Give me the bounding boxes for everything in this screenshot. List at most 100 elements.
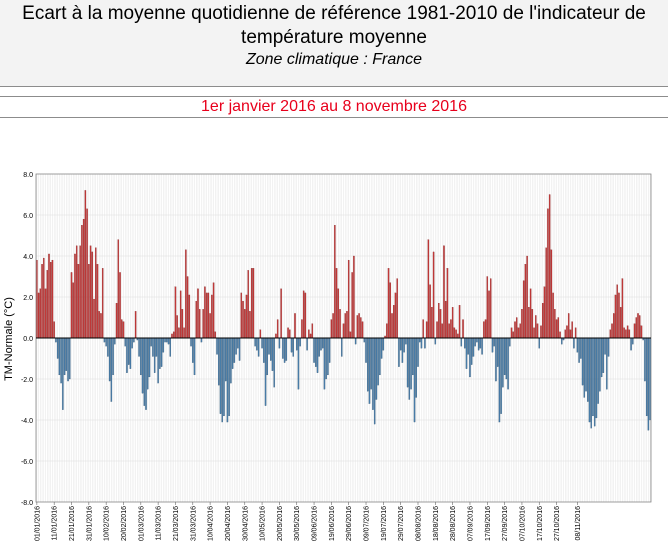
- bar: [67, 337, 69, 382]
- bar: [301, 319, 303, 339]
- bar: [166, 337, 168, 343]
- bar: [613, 313, 615, 339]
- bar: [574, 327, 577, 339]
- bar: [276, 319, 279, 339]
- bar: [526, 255, 528, 339]
- bar: [637, 313, 639, 339]
- bar: [282, 337, 284, 359]
- bar: [323, 337, 326, 390]
- bar: [46, 270, 49, 339]
- bar: [356, 315, 359, 339]
- bar: [438, 303, 440, 339]
- bar: [621, 278, 624, 339]
- bar: [308, 329, 310, 339]
- bar: [311, 323, 314, 339]
- bar: [611, 323, 613, 339]
- x-tick-label: 20/05/2016: [277, 506, 284, 541]
- bar: [214, 331, 217, 339]
- bar: [503, 337, 506, 376]
- axes: 8.0 6.0 4.0 2.0 0.0 -2.0 -4.0 -6.0 -8.001/01/201…: [21, 172, 652, 541]
- x-tick-label: 01/03/2016: [138, 506, 145, 541]
- bar: [164, 337, 166, 343]
- bar: [70, 272, 73, 339]
- bar: [117, 239, 120, 339]
- bar: [327, 337, 329, 376]
- x-tick-label: 29/06/2016: [346, 506, 353, 541]
- bar: [183, 327, 185, 339]
- bar: [536, 323, 539, 339]
- bar: [588, 337, 591, 423]
- bar: [412, 337, 414, 376]
- bar: [593, 337, 596, 427]
- bar: [49, 262, 52, 339]
- bar: [370, 337, 372, 390]
- bar: [269, 337, 272, 361]
- bar: [193, 337, 196, 376]
- bar: [587, 337, 589, 402]
- bar: [39, 288, 42, 339]
- x-tick-label: 19/07/2016: [381, 506, 388, 541]
- bar: [200, 337, 203, 343]
- bar: [446, 268, 449, 339]
- bar: [420, 337, 423, 349]
- bar: [346, 311, 348, 339]
- bar: [491, 337, 494, 353]
- bar: [318, 337, 320, 357]
- bar: [131, 337, 133, 349]
- bar: [398, 337, 400, 367]
- x-tick-label: 19/06/2016: [329, 506, 336, 541]
- bar: [498, 337, 501, 423]
- bar: [271, 337, 274, 371]
- bar: [105, 337, 107, 347]
- bar: [157, 337, 159, 384]
- bar: [405, 337, 407, 345]
- bar: [576, 337, 579, 353]
- bar: [644, 337, 646, 382]
- bar: [101, 268, 104, 339]
- bar: [353, 255, 355, 339]
- bar: [321, 337, 324, 349]
- bar: [162, 337, 165, 353]
- bar: [77, 264, 80, 339]
- bar: [119, 272, 121, 339]
- bar: [88, 264, 90, 339]
- bar: [557, 317, 560, 339]
- bar: [363, 337, 366, 343]
- bar: [349, 331, 352, 339]
- bar: [483, 321, 485, 339]
- x-tick-label: 01/01/2016: [34, 506, 41, 541]
- bar: [72, 282, 74, 339]
- bar: [647, 337, 650, 431]
- bar: [457, 333, 459, 339]
- bar: [559, 331, 561, 339]
- bar: [495, 337, 497, 382]
- bar: [261, 337, 263, 349]
- period-panel: [0, 96, 668, 118]
- bar: [98, 311, 100, 339]
- bar: [315, 337, 317, 367]
- bar: [614, 294, 617, 339]
- bar: [114, 337, 116, 345]
- bar: [360, 317, 362, 339]
- bar: [548, 194, 551, 339]
- bar: [541, 303, 544, 339]
- bar: [51, 259, 54, 339]
- bar: [540, 325, 542, 339]
- period-label: 1er janvier 2016 au 8 novembre 2016: [201, 98, 467, 115]
- x-tick-label: 28/08/2016: [450, 506, 457, 541]
- bar: [455, 329, 457, 339]
- bar: [192, 337, 194, 363]
- bar: [632, 337, 634, 345]
- bar: [108, 337, 111, 382]
- bar: [212, 282, 215, 339]
- bar: [110, 337, 113, 402]
- bar: [44, 288, 47, 339]
- bar: [609, 329, 612, 339]
- bar: [595, 337, 598, 419]
- bar: [266, 337, 269, 376]
- bar: [387, 268, 390, 339]
- bar: [434, 337, 437, 345]
- bar: [607, 337, 610, 357]
- bar: [313, 337, 315, 363]
- bar: [441, 323, 443, 339]
